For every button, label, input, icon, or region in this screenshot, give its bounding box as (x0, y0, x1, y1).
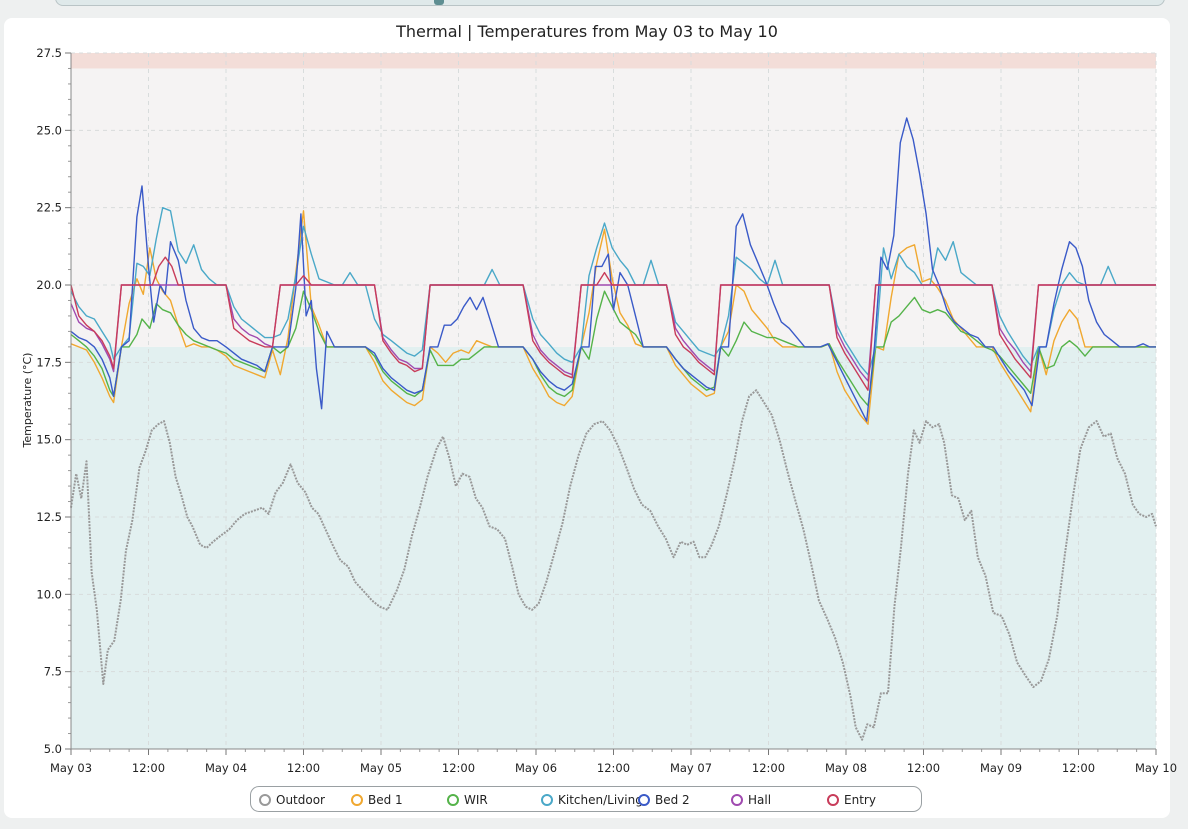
series-line-outdoor (70, 389, 1157, 741)
y-tick-label: 25.0 (36, 123, 62, 137)
series-line-entry (70, 256, 1156, 391)
y-tick-label: 15.0 (36, 433, 62, 447)
y-tick-label: 27.5 (36, 46, 62, 60)
y-axis-label: Temperature (°C) (21, 353, 34, 449)
legend-label: Kitchen/Living (558, 793, 643, 807)
x-tick-label: 12:00 (287, 761, 320, 775)
legend-item-wir[interactable]: WIR (447, 792, 488, 808)
x-tick-label: 12:00 (442, 761, 475, 775)
chart-title: Thermal | Temperatures from May 03 to Ma… (396, 22, 778, 41)
legend-label: Hall (748, 793, 772, 807)
x-tick-label: 12:00 (1062, 761, 1095, 775)
legend-label: Bed 1 (368, 793, 403, 807)
x-tick-label: May 07 (670, 761, 712, 775)
legend-circle-icon (541, 794, 553, 806)
scroll-thumb[interactable] (434, 0, 444, 5)
legend-label: Bed 2 (655, 793, 690, 807)
y-tick-label: 7.5 (44, 665, 62, 679)
x-tick-label: May 08 (825, 761, 867, 775)
legend-item-hall[interactable]: Hall (731, 792, 771, 808)
axes: 5.0 7.5 10.0 12.5 15.0 17.5 20.0 22.5 25.0 27.5 Ma… (36, 46, 1177, 775)
legend-label: Entry (844, 793, 876, 807)
series-lines (70, 117, 1157, 741)
legend-circle-icon (731, 794, 743, 806)
band-2 (71, 53, 1156, 69)
y-tick-label: 12.5 (36, 510, 62, 524)
legend-item-bed-2[interactable]: Bed 2 (638, 792, 690, 808)
y-tick-label: 17.5 (36, 355, 62, 369)
y-tick-label: 20.0 (36, 278, 62, 292)
legend-label: Outdoor (276, 793, 325, 807)
x-tick-label: May 03 (50, 761, 92, 775)
temperature-bands (71, 53, 1156, 749)
y-tick-label: 22.5 (36, 201, 62, 215)
x-tick-label: 12:00 (752, 761, 785, 775)
y-tick-label: 5.0 (44, 742, 62, 756)
legend-circle-icon (827, 794, 839, 806)
x-tick-label: May 05 (360, 761, 402, 775)
legend-item-bed-1[interactable]: Bed 1 (351, 792, 403, 808)
legend-circle-icon (259, 794, 271, 806)
series-line-wir (70, 290, 1156, 407)
series-line-kitchen-living (70, 207, 1156, 376)
x-tick-label: 12:00 (597, 761, 630, 775)
legend-item-outdoor[interactable]: Outdoor (259, 792, 325, 808)
x-tick-label: May 10 (1135, 761, 1177, 775)
legend-circle-icon (447, 794, 459, 806)
x-tick-label: 12:00 (132, 761, 165, 775)
legend-label: WIR (464, 793, 488, 807)
x-tick-label: May 09 (980, 761, 1022, 775)
x-tick-label: 12:00 (907, 761, 940, 775)
chart-legend: Outdoor Bed 1 WIR Kitchen/Living Bed 2 Hall En… (250, 786, 922, 812)
legend-circle-icon (638, 794, 650, 806)
series-line-bed-1 (70, 210, 1156, 425)
x-tick-label: May 04 (205, 761, 247, 775)
legend-item-kitchen-living[interactable]: Kitchen/Living (541, 792, 643, 808)
legend-item-entry[interactable]: Entry (827, 792, 876, 808)
x-tick-label: May 06 (515, 761, 557, 775)
legend-circle-icon (351, 794, 363, 806)
y-tick-label: 10.0 (36, 587, 62, 601)
series-line-bed-2 (70, 117, 1156, 422)
